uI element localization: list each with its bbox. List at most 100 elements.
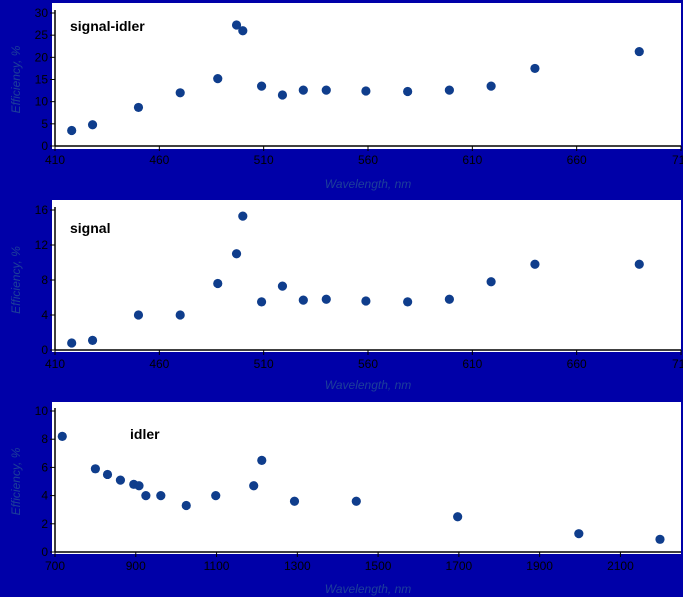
data-point bbox=[574, 529, 584, 539]
data-point bbox=[175, 310, 185, 320]
x-tick-label: 460 bbox=[149, 153, 169, 167]
data-point bbox=[213, 74, 223, 84]
x-tick-label: 700 bbox=[45, 559, 65, 573]
data-point bbox=[87, 335, 98, 345]
data-point bbox=[133, 310, 144, 320]
panel-signal: 0 4 8 12 16 410 460 510 560 610 660 710 Wavelength, … bbox=[9, 200, 683, 392]
data-point bbox=[403, 297, 413, 307]
data-point bbox=[655, 534, 665, 544]
x-tick-label: 410 bbox=[45, 357, 65, 371]
x-tick-label: 660 bbox=[567, 357, 587, 371]
y-axis-title: Efficiency, % bbox=[9, 45, 23, 113]
data-point bbox=[134, 481, 144, 491]
data-point bbox=[231, 20, 242, 30]
data-point bbox=[102, 469, 113, 480]
panel-idler: 0 2 4 6 8 10 700 900 1100 1300 1500 1700 1900 2100 Wav… bbox=[9, 402, 681, 596]
data-point bbox=[298, 295, 308, 305]
panel-label: signal bbox=[70, 220, 110, 236]
data-point bbox=[90, 464, 100, 474]
y-tick-label: 4 bbox=[41, 308, 48, 322]
x-tick-label: 560 bbox=[358, 153, 378, 167]
data-point bbox=[486, 277, 496, 287]
x-axis-title: Wavelength, nm bbox=[325, 582, 412, 596]
plot-area bbox=[52, 200, 681, 352]
data-point bbox=[361, 86, 371, 96]
data-point bbox=[351, 496, 361, 506]
data-point bbox=[277, 90, 288, 100]
data-point bbox=[634, 46, 644, 57]
data-point bbox=[181, 500, 191, 511]
x-tick-label: 560 bbox=[358, 357, 378, 371]
y-tick-label: 8 bbox=[41, 432, 48, 446]
y-tick-label: 25 bbox=[35, 28, 49, 42]
x-tick-label: 1900 bbox=[526, 559, 553, 573]
y-tick-label: 4 bbox=[41, 489, 48, 503]
data-point bbox=[256, 81, 267, 91]
data-point bbox=[530, 63, 540, 74]
x-tick-label: 510 bbox=[254, 153, 274, 167]
data-point bbox=[115, 475, 126, 485]
data-point bbox=[175, 88, 185, 98]
data-point bbox=[57, 431, 67, 441]
y-tick-label: 0 bbox=[41, 139, 48, 153]
data-point bbox=[403, 86, 413, 97]
plot-area bbox=[52, 402, 681, 554]
data-point bbox=[238, 211, 248, 221]
x-tick-label: 710 bbox=[672, 153, 683, 167]
panel-label: signal-idler bbox=[70, 18, 145, 34]
x-tick-label: 660 bbox=[567, 153, 587, 167]
x-tick-label: 1500 bbox=[365, 559, 392, 573]
data-point bbox=[444, 85, 454, 95]
data-point bbox=[361, 296, 371, 306]
panel-label: idler bbox=[130, 426, 160, 442]
data-point bbox=[321, 294, 331, 304]
data-point bbox=[213, 278, 223, 289]
x-tick-label: 1100 bbox=[204, 559, 230, 573]
x-tick-label: 2100 bbox=[607, 559, 634, 573]
data-point bbox=[277, 281, 288, 291]
y-tick-label: 5 bbox=[41, 117, 48, 131]
y-tick-label: 10 bbox=[35, 404, 49, 418]
x-tick-label: 460 bbox=[149, 357, 169, 371]
x-tick-label: 510 bbox=[254, 357, 274, 371]
data-point bbox=[249, 481, 259, 491]
y-tick-label: 15 bbox=[35, 73, 49, 87]
y-tick-label: 6 bbox=[41, 460, 48, 474]
x-tick-label: 710 bbox=[672, 357, 683, 371]
y-axis-title: Efficiency, % bbox=[9, 246, 23, 314]
data-point bbox=[444, 294, 454, 304]
data-point bbox=[289, 496, 300, 506]
data-point bbox=[67, 338, 77, 348]
data-point bbox=[238, 26, 248, 36]
data-point bbox=[257, 455, 267, 465]
y-tick-label: 30 bbox=[35, 6, 49, 20]
data-point bbox=[321, 85, 331, 95]
y-tick-label: 12 bbox=[35, 238, 49, 252]
y-tick-label: 0 bbox=[41, 343, 48, 357]
data-point bbox=[486, 81, 496, 91]
x-axis-title: Wavelength, nm bbox=[325, 378, 412, 392]
data-point bbox=[256, 297, 267, 307]
y-tick-label: 2 bbox=[41, 517, 48, 531]
data-point bbox=[298, 85, 308, 95]
x-tick-label: 410 bbox=[45, 153, 65, 167]
panel-signal-idler: 051015202530410460510560610660710Wavelen… bbox=[9, 3, 683, 191]
y-tick-label: 0 bbox=[41, 545, 48, 559]
x-axis-title: Wavelength, nm bbox=[325, 177, 412, 191]
data-point bbox=[133, 102, 144, 113]
x-tick-label: 1700 bbox=[446, 559, 473, 573]
x-tick-label: 610 bbox=[462, 153, 482, 167]
data-point bbox=[87, 120, 98, 130]
data-point bbox=[141, 491, 151, 501]
data-point bbox=[156, 491, 166, 501]
x-tick-label: 610 bbox=[462, 357, 482, 371]
plot-area bbox=[52, 3, 681, 149]
y-tick-label: 10 bbox=[35, 95, 49, 109]
data-point bbox=[211, 491, 221, 501]
x-tick-label: 1300 bbox=[284, 559, 311, 573]
y-tick-label: 8 bbox=[41, 273, 48, 287]
y-tick-label: 20 bbox=[35, 50, 49, 64]
data-point bbox=[634, 259, 644, 269]
x-tick-label: 900 bbox=[126, 559, 146, 573]
